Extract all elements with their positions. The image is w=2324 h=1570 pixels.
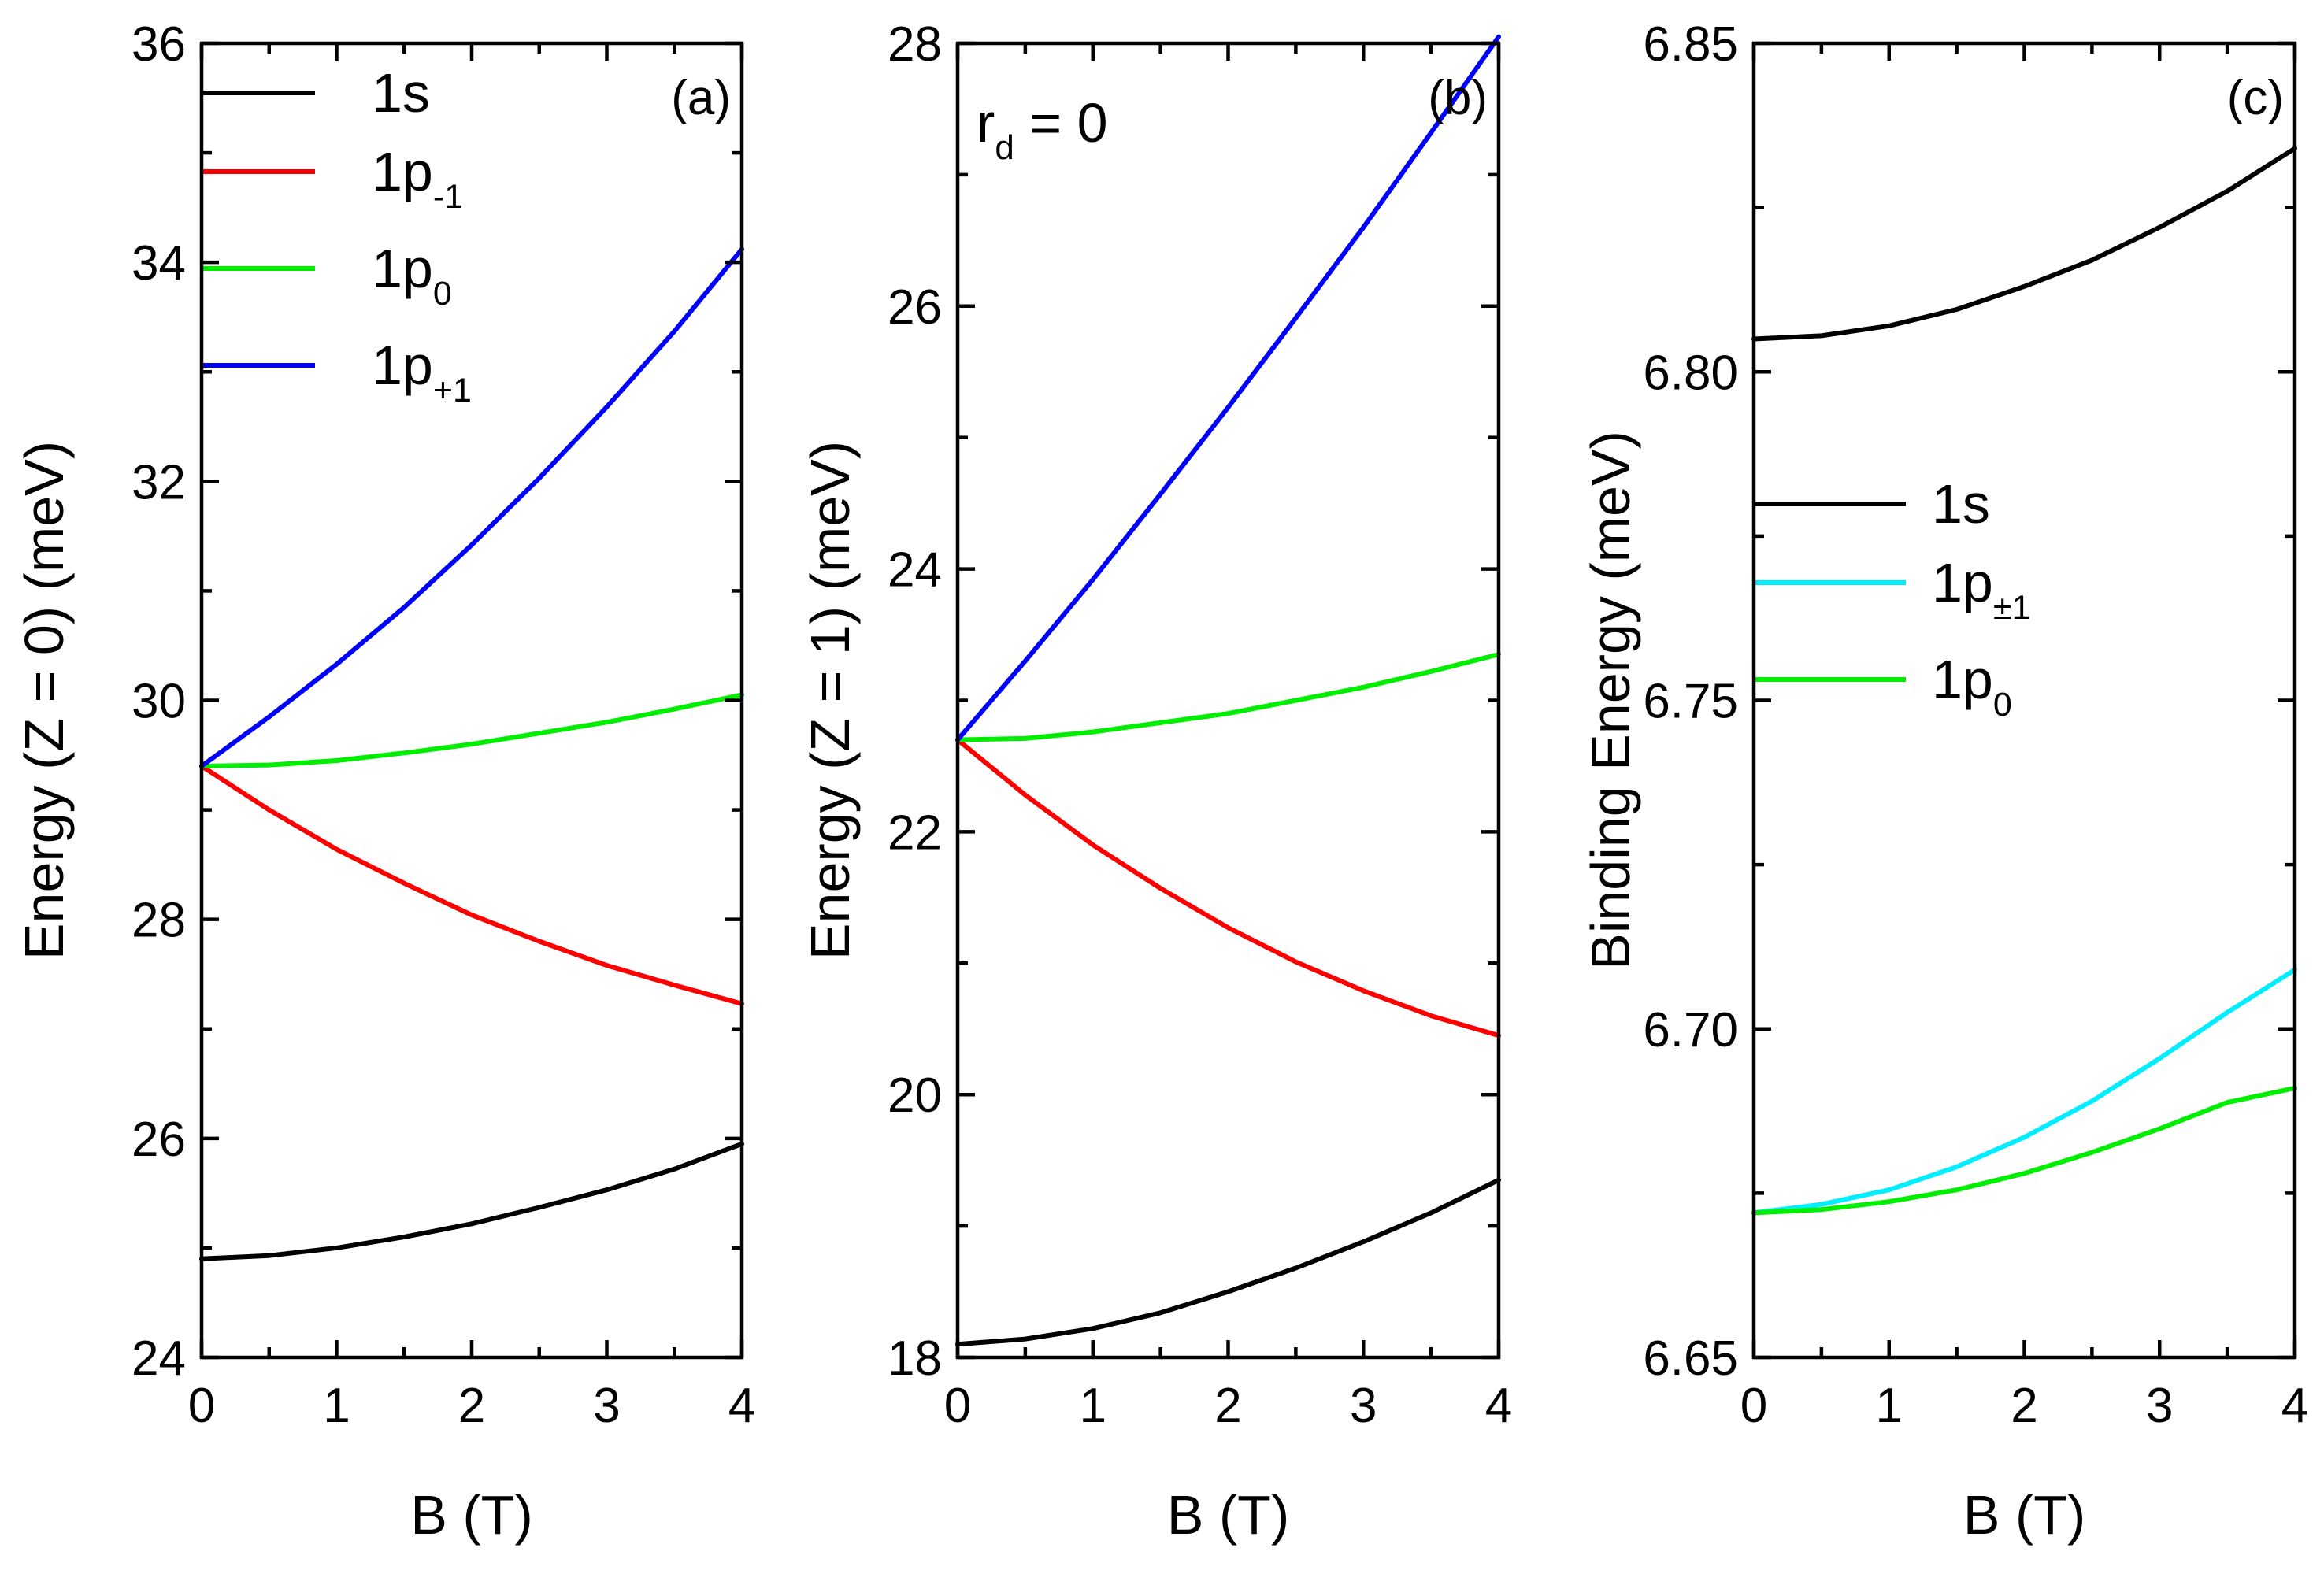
x-tick-label: 0 [188, 1379, 215, 1433]
x-tick-label: 4 [728, 1379, 755, 1433]
series-line-1p-1 [955, 737, 1501, 1039]
panel-c-label: (c) [2227, 71, 2284, 125]
legend-label-base: 1p [1932, 552, 1993, 613]
x-tick-label: 1 [323, 1379, 350, 1433]
y-tick-label: 22 [888, 805, 942, 860]
y-tick-label: 30 [132, 675, 186, 729]
series-line-1p-1 [955, 34, 1501, 742]
x-tick-label: 1 [1080, 1379, 1106, 1433]
y-tick-label: 18 [888, 1331, 942, 1386]
legend-label-base: 1s [1932, 473, 1990, 535]
panel-a-label: (a) [671, 71, 731, 125]
panel-b-x-axis-label: B (T) [1167, 1484, 1290, 1546]
y-tick-label: 6.80 [1643, 346, 1738, 400]
panel-b-series [955, 34, 1501, 1347]
series-line-1s [1751, 146, 2297, 342]
legend-label-base: 1p [1932, 649, 1993, 710]
panel-b: 0 1 2 3 4 18 20 22 24 26 28 (b) rd = 0 B (T) Energ… [799, 17, 1512, 1546]
x-tick-label: 2 [458, 1379, 485, 1433]
series-line-1p-1 [1751, 967, 2297, 1216]
legend-label: 1p+1 [372, 335, 472, 409]
annotation-base: r [977, 92, 995, 154]
panel-a-series [199, 246, 744, 1261]
y-tick-label: 20 [888, 1068, 942, 1123]
y-tick-label: 32 [132, 455, 186, 509]
legend-label: 1p0 [372, 238, 452, 313]
panel-c-axes: 0 1 2 3 4 6.65 6.70 6.75 6.80 6.85 [1643, 17, 2308, 1433]
annotation-value: = 0 [1014, 92, 1108, 154]
series-line-1p0 [199, 692, 744, 768]
x-tick-label: 3 [593, 1379, 620, 1433]
x-tick-label: 4 [2281, 1379, 2308, 1433]
series-line-1p-1 [199, 764, 744, 1006]
series-line-1s [199, 1141, 744, 1261]
legend-label-base: 1p [372, 335, 433, 396]
legend-label-base: 1p [372, 141, 433, 202]
legend-label: 1p0 [1932, 649, 2012, 724]
panel-a-y-axis-label: Energy (Z = 0) (meV) [13, 441, 75, 960]
y-tick-label: 34 [132, 236, 186, 291]
legend-label: 1p-1 [372, 141, 463, 216]
legend-label-subscript: -1 [433, 178, 463, 216]
y-tick-label: 26 [132, 1113, 186, 1167]
legend-label: 1p±1 [1932, 552, 2030, 627]
x-tick-label: 3 [2146, 1379, 2173, 1433]
x-tick-label: 4 [1485, 1379, 1512, 1433]
panel-c-x-axis-label: B (T) [1963, 1484, 2086, 1546]
series-line-1p0 [955, 652, 1501, 742]
x-tick-label: 2 [1214, 1379, 1241, 1433]
y-tick-label: 6.75 [1643, 675, 1738, 729]
legend-label-base: 1s [372, 62, 430, 124]
y-tick-label: 6.65 [1643, 1331, 1738, 1386]
y-tick-label: 24 [888, 543, 942, 598]
panel-c-y-axis-label: Binding Energy (meV) [1580, 431, 1641, 970]
y-tick-label: 6.85 [1643, 17, 1738, 72]
y-tick-label: 28 [888, 17, 942, 72]
x-tick-label: 1 [1876, 1379, 1903, 1433]
series-line-1p-1 [199, 246, 744, 768]
panel-a-x-axis-label: B (T) [410, 1484, 533, 1546]
y-tick-label: 36 [132, 17, 186, 72]
x-tick-label: 3 [1350, 1379, 1377, 1433]
x-tick-label: 0 [1740, 1379, 1767, 1433]
y-tick-label: 24 [132, 1331, 186, 1386]
legend-label-base: 1p [372, 238, 433, 299]
x-tick-label: 0 [944, 1379, 971, 1433]
panel-b-annotation: rd = 0 [977, 92, 1108, 167]
legend-label: 1s [1932, 473, 1990, 535]
legend-label-subscript: 0 [1993, 686, 2012, 724]
panel-b-axes: 0 1 2 3 4 18 20 22 24 26 28 [888, 17, 1512, 1433]
y-tick-label: 6.70 [1643, 1003, 1738, 1057]
y-tick-label: 28 [132, 894, 186, 948]
y-tick-label: 26 [888, 280, 942, 335]
legend-label-subscript: ±1 [1993, 589, 2031, 627]
annotation-subscript: d [995, 128, 1014, 167]
panel-c-series [1751, 146, 2297, 1216]
legend-label-subscript: +1 [433, 372, 472, 409]
legend-label-subscript: 0 [433, 275, 452, 313]
series-line-1s [955, 1177, 1501, 1347]
panel-b-label: (b) [1428, 71, 1488, 125]
x-tick-label: 2 [2011, 1379, 2037, 1433]
panel-b-y-axis-label: Energy (Z = 1) (meV) [799, 441, 861, 960]
series-line-1p0 [1751, 1085, 2297, 1216]
legend-label: 1s [372, 62, 430, 124]
